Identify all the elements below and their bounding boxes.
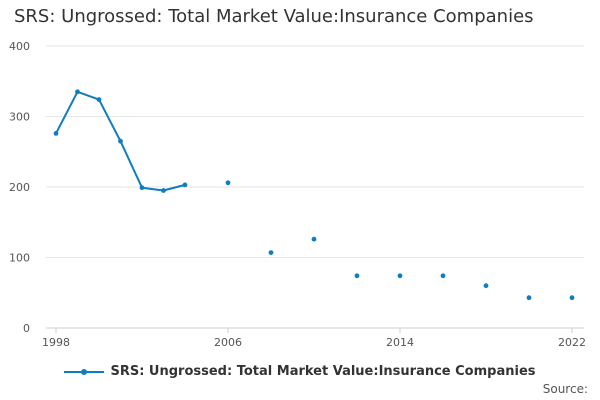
chart-title: SRS: Ungrossed: Total Market Value:Insur…: [14, 6, 534, 27]
y-tick-label: 400: [9, 40, 30, 53]
legend-swatch-dot: [81, 368, 88, 375]
x-tick-label: 2022: [558, 336, 586, 349]
data-point: [118, 138, 123, 144]
data-point: [75, 89, 80, 95]
y-tick-label: 100: [9, 252, 30, 265]
legend-label: SRS: Ungrossed: Total Market Value:Insur…: [110, 364, 536, 379]
data-point: [440, 273, 446, 279]
data-point: [225, 180, 231, 186]
legend-item[interactable]: SRS: Ungrossed: Total Market Value:Insur…: [64, 364, 536, 379]
data-point: [139, 185, 145, 191]
legend[interactable]: SRS: Ungrossed: Total Market Value:Insur…: [0, 364, 600, 382]
data-point: [397, 273, 403, 279]
data-point: [161, 188, 166, 193]
data-point: [526, 295, 532, 301]
y-tick-label: 300: [9, 111, 30, 124]
source-label: Source:: [542, 382, 588, 396]
x-tick-label: 2014: [386, 336, 414, 349]
legend-swatch: [64, 366, 105, 378]
data-point: [53, 131, 59, 136]
x-tick-label: 2006: [214, 336, 242, 349]
data-point: [182, 182, 188, 188]
data-point: [96, 97, 102, 102]
y-tick-label: 200: [9, 181, 30, 194]
data-point: [354, 273, 360, 279]
data-point: [311, 236, 317, 242]
data-point: [483, 283, 489, 289]
x-tick-label: 1998: [42, 336, 70, 349]
y-tick-label: 0: [23, 322, 30, 335]
data-point: [569, 295, 575, 301]
data-point: [268, 250, 274, 256]
